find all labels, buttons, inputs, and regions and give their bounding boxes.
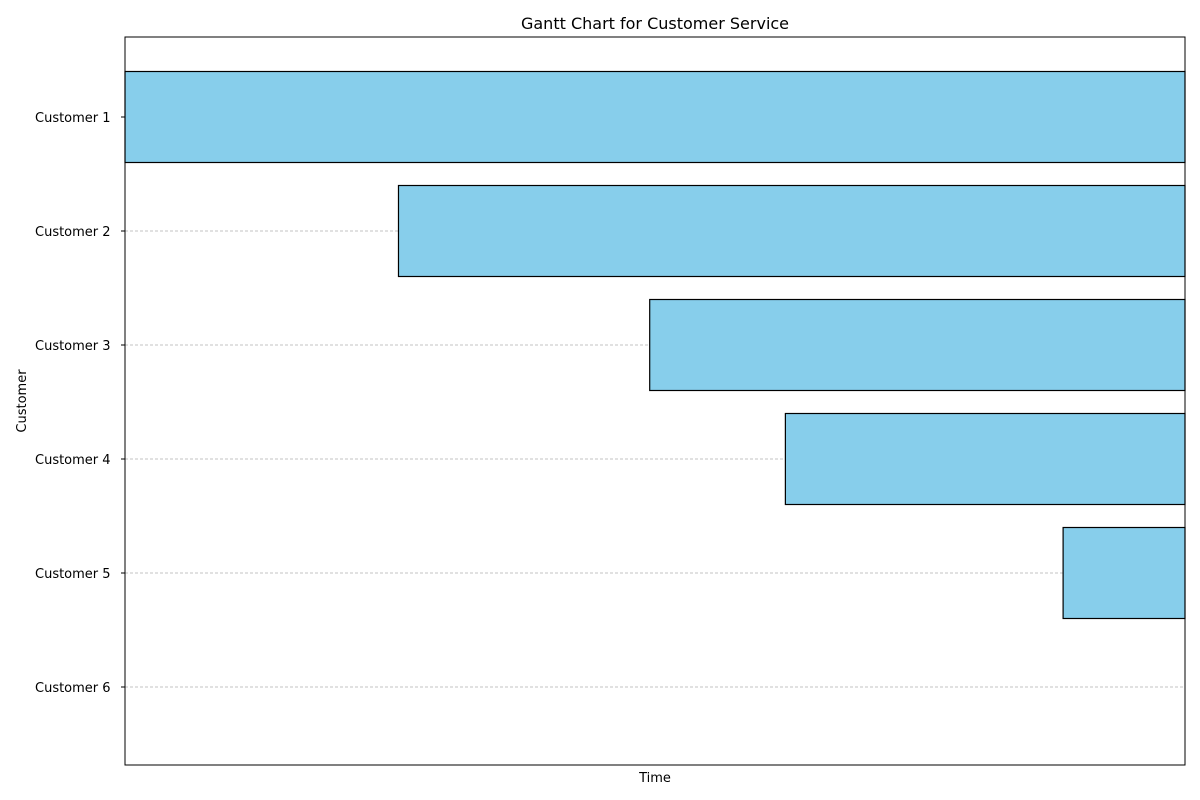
y-tick-label: Customer 4 (35, 453, 111, 468)
y-tick-label: Customer 5 (35, 567, 111, 582)
chart-title: Gantt Chart for Customer Service (521, 14, 789, 33)
x-axis-label: Time (638, 771, 671, 786)
bars (124, 70, 1186, 620)
y-tick-label: Customer 3 (35, 339, 111, 354)
y-ticks: Customer 1 Customer 2 Customer 3 Customer 4… (35, 111, 125, 696)
y-tick-label: Customer 6 (35, 681, 111, 696)
gantt-bar (124, 70, 1186, 164)
gantt-bar (649, 298, 1186, 392)
gantt-bar (784, 412, 1186, 506)
gantt-bar (1062, 526, 1186, 620)
y-tick-label: Customer 1 (35, 111, 111, 126)
plot-frame (124, 36, 1186, 766)
y-axis-label: Customer (15, 369, 30, 433)
gantt-bar (397, 184, 1186, 278)
y-tick-label: Customer 2 (35, 225, 111, 240)
